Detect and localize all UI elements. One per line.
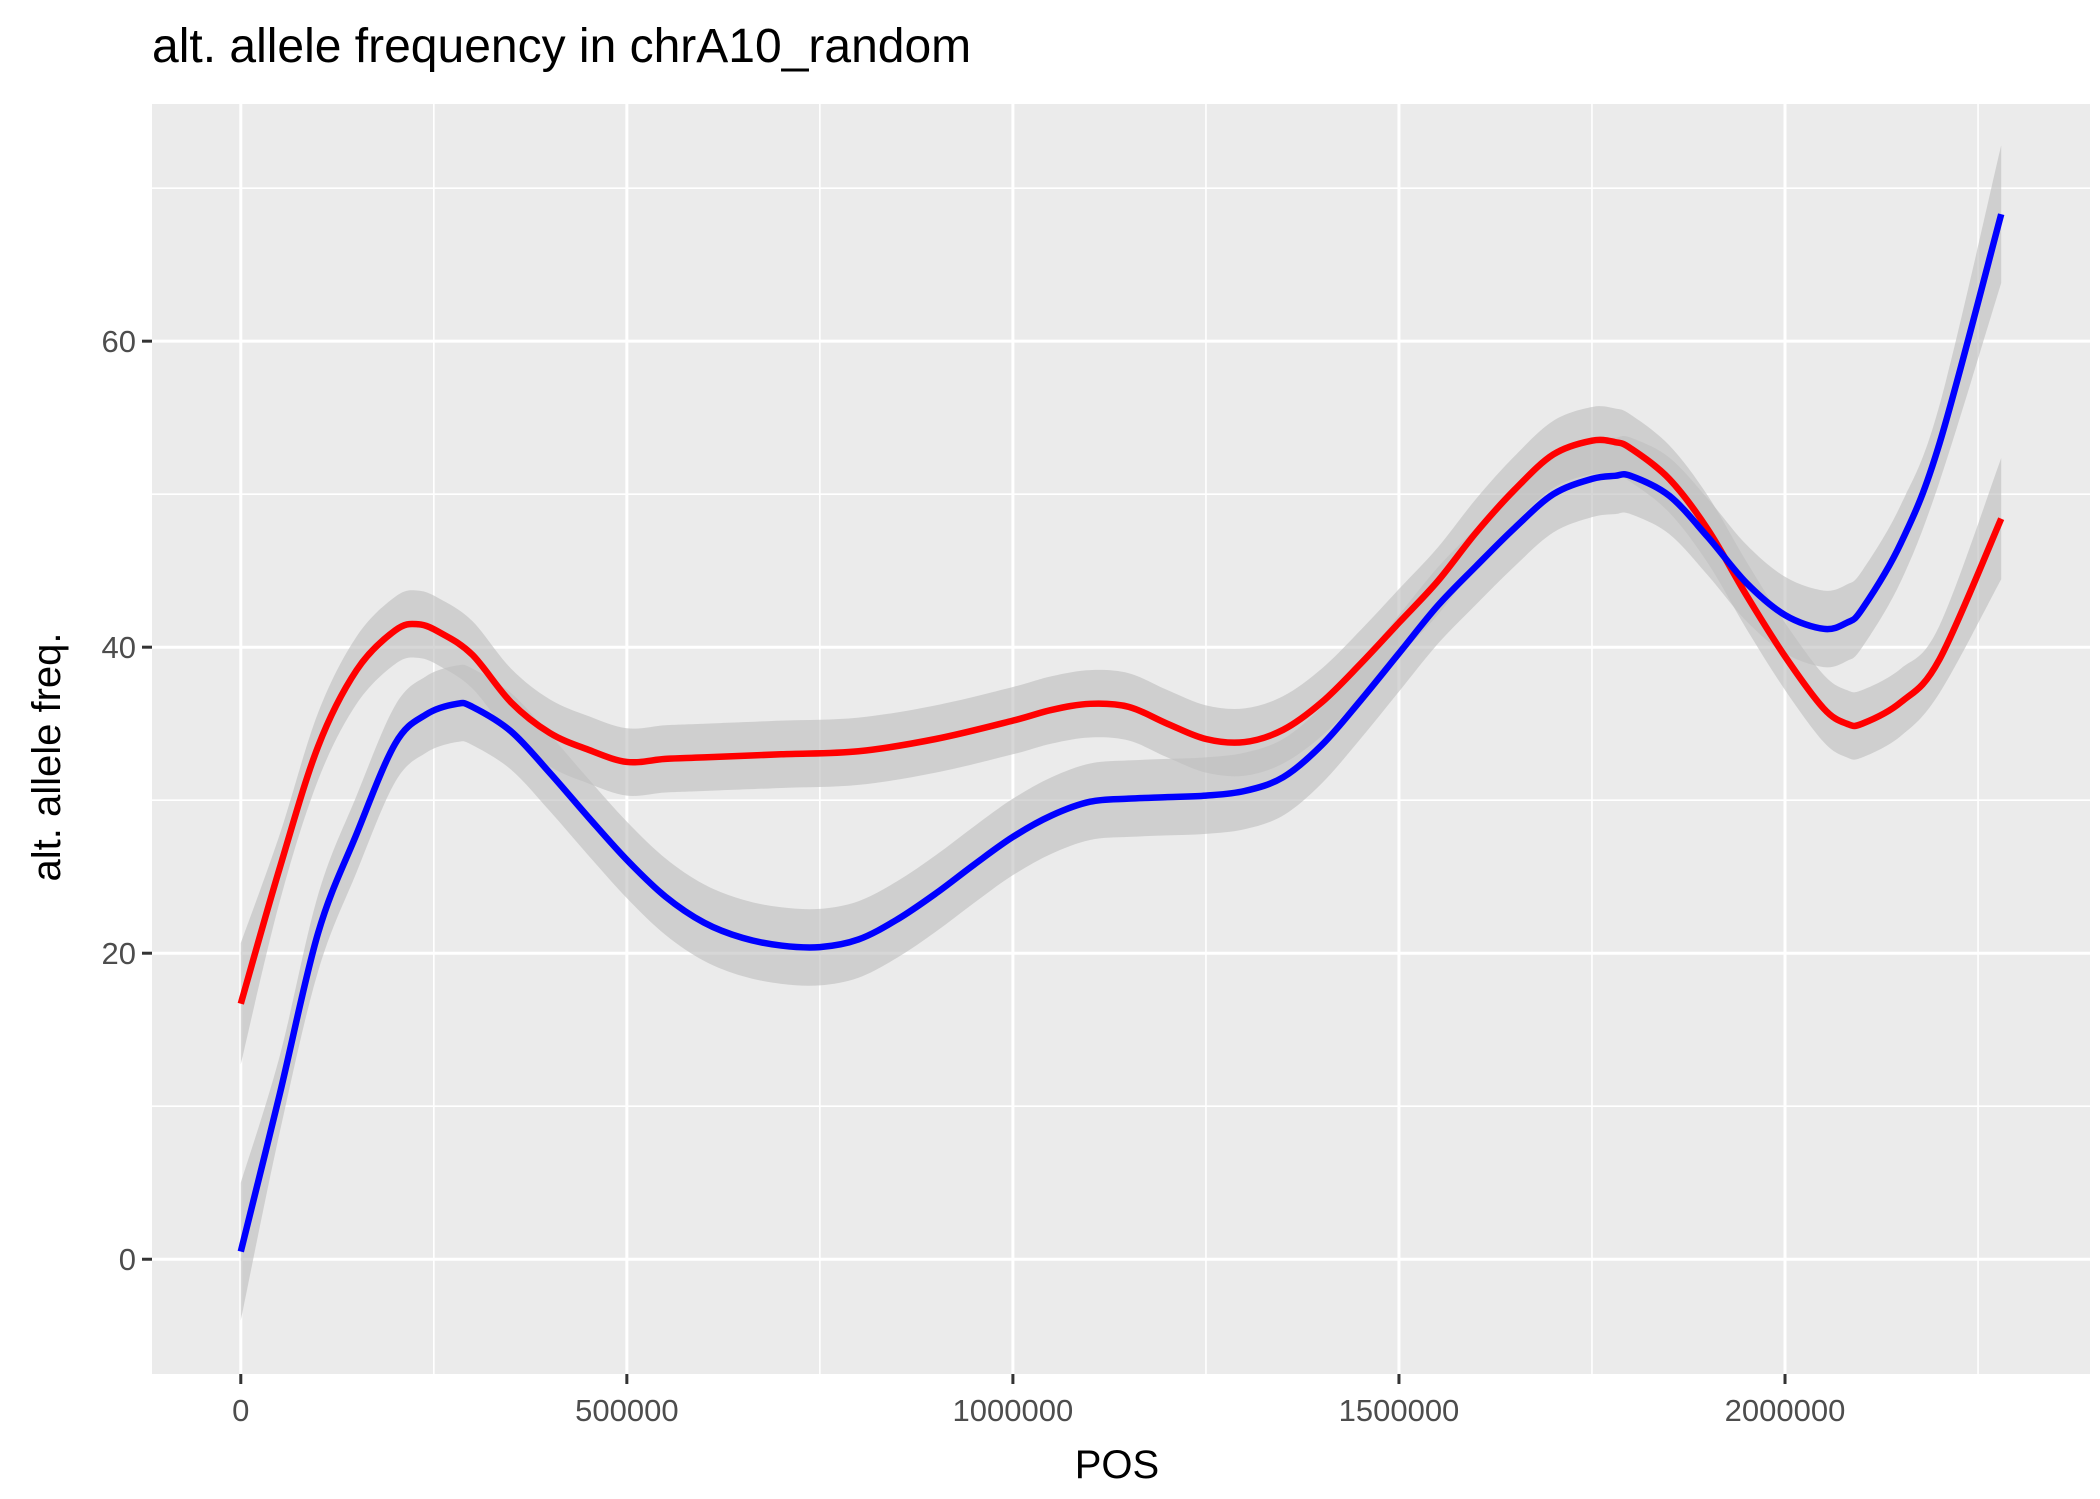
- series-1-line: [237, 436, 2005, 1005]
- x-tick-label: 1000000: [953, 1393, 1074, 1428]
- x-tick-label: 2000000: [1725, 1393, 1846, 1428]
- confidence-bands: [240, 145, 2002, 1321]
- x-tick-label: 500000: [575, 1393, 678, 1428]
- y-tick-label: 0: [119, 1242, 136, 1277]
- y-tick-label: 40: [102, 630, 136, 665]
- x-tick-label: 1500000: [1339, 1393, 1460, 1428]
- y-axis-title: alt. allele freq.: [25, 632, 69, 881]
- series-2-line: [237, 213, 2005, 1253]
- series-1-confidence-band: [240, 406, 2002, 1065]
- series-lines: [237, 213, 2005, 1253]
- y-tick-label: 20: [102, 936, 136, 971]
- y-tick-label: 60: [102, 324, 136, 359]
- x-axis: 0 500000 1000000 1500000 2000000: [232, 1374, 1845, 1428]
- chart-title: alt. allele frequency in chrA10_random: [152, 20, 971, 73]
- y-axis: 0 20 40 60: [102, 324, 152, 1277]
- x-axis-title: POS: [1075, 1443, 1159, 1487]
- x-tick-label: 0: [232, 1393, 249, 1428]
